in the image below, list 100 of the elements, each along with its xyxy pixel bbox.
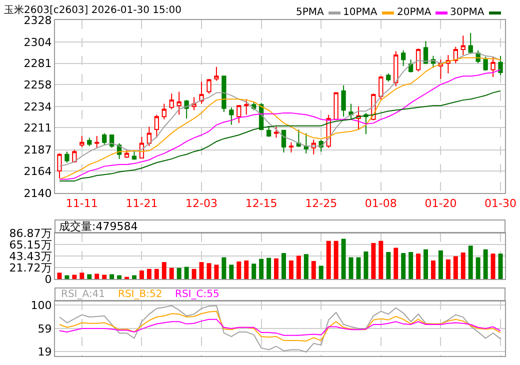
y-tick-label: 2281 [24,57,52,70]
candlestick [483,56,488,72]
x-tick-label: 12-25 [305,197,338,210]
bar [176,268,182,279]
bar [453,256,458,279]
candlestick [341,84,346,118]
line-series [58,318,502,336]
candlestick [288,142,294,154]
y-tick-label: 19 [38,345,52,358]
bar [102,274,107,279]
candlestick [296,129,302,148]
x-tick-label: 11-11 [66,197,98,210]
bar [87,274,92,279]
bar [222,257,226,279]
bar [229,264,234,279]
bar [490,254,496,279]
x-tick-label: 01-30 [484,197,516,210]
bar [438,250,443,279]
candlestick [453,46,458,64]
bar [259,258,264,279]
bar [110,274,114,279]
candlestick [334,92,338,120]
series-label: RSI_A:41 [61,289,106,300]
candlestick [274,126,279,138]
chart-title: 玉米2603[c2603] 2026-01-30 15:00 [4,4,182,16]
y-tick-label: 2328 [24,14,52,27]
bar [296,256,301,279]
bar [408,252,414,279]
candlestick [94,135,100,148]
series-label: RSI_C:55 [175,289,220,300]
bar [394,248,398,279]
legend-label: 20PMA [397,7,432,18]
y-tick-label: 43.43万 [9,250,52,263]
legend-label: 5PMA [296,7,324,18]
bar [72,274,77,279]
bar [386,252,391,279]
candlestick [192,96,196,111]
x-tick-label: 12-15 [245,197,278,210]
y-tick-label: 2304 [24,36,52,49]
candlestick [266,125,272,138]
bar [80,272,84,279]
candlestick [169,93,174,110]
candlestick [57,152,62,179]
candlestick [80,135,84,148]
bar [146,268,152,279]
bar [326,240,331,279]
bar [206,263,212,279]
candlestick [214,66,219,82]
candlestick [468,32,473,55]
bar [184,266,189,279]
candlestick [132,151,137,160]
candlestick [87,137,92,147]
candlestick [222,76,226,113]
bar [132,275,136,279]
bar [94,274,100,279]
y-tick-label: 100 [30,298,52,312]
bar [348,257,354,279]
candlestick [490,56,496,78]
candlestick [378,76,384,101]
bar [162,262,166,279]
bar [341,238,346,279]
y-tick-label: 2258 [24,78,52,92]
bar [371,242,376,279]
candlestick [199,81,204,104]
bar [266,258,272,279]
bar [424,249,428,279]
candlestick [401,50,406,67]
series-label: RSI_B:52 [118,289,162,300]
bar [199,262,204,279]
bar [139,270,144,279]
bar [378,240,384,279]
y-tick-label: 2140 [24,186,52,200]
bar [154,268,159,279]
candlestick [162,103,166,120]
candlestick [244,98,249,116]
y-tick-label: 21.72万 [9,261,52,274]
legend-label: 10PMA [343,7,378,18]
bar [244,260,249,279]
candlestick [416,48,421,72]
candlestick [460,35,466,56]
x-tick-label: 12-03 [186,197,218,210]
candlestick [423,40,428,65]
line-series [58,310,502,342]
y-tick-label: 2187 [24,144,52,157]
bar [401,253,406,279]
bar [304,254,308,279]
y-tick-label: 2234 [24,100,52,114]
bar [282,253,286,279]
y-tick-label: 2211 [24,122,52,135]
y-tick-label: 0 [44,272,52,286]
legend-label: 30PMA [450,7,484,18]
bar [483,249,488,279]
bar [476,257,480,279]
candlestick [386,72,391,82]
bar [334,240,338,279]
x-tick-label: 01-20 [424,197,457,210]
chart-title: 成交量:479584 [59,220,138,233]
bar [288,260,294,279]
candlestick [206,78,212,94]
bar [274,258,278,279]
